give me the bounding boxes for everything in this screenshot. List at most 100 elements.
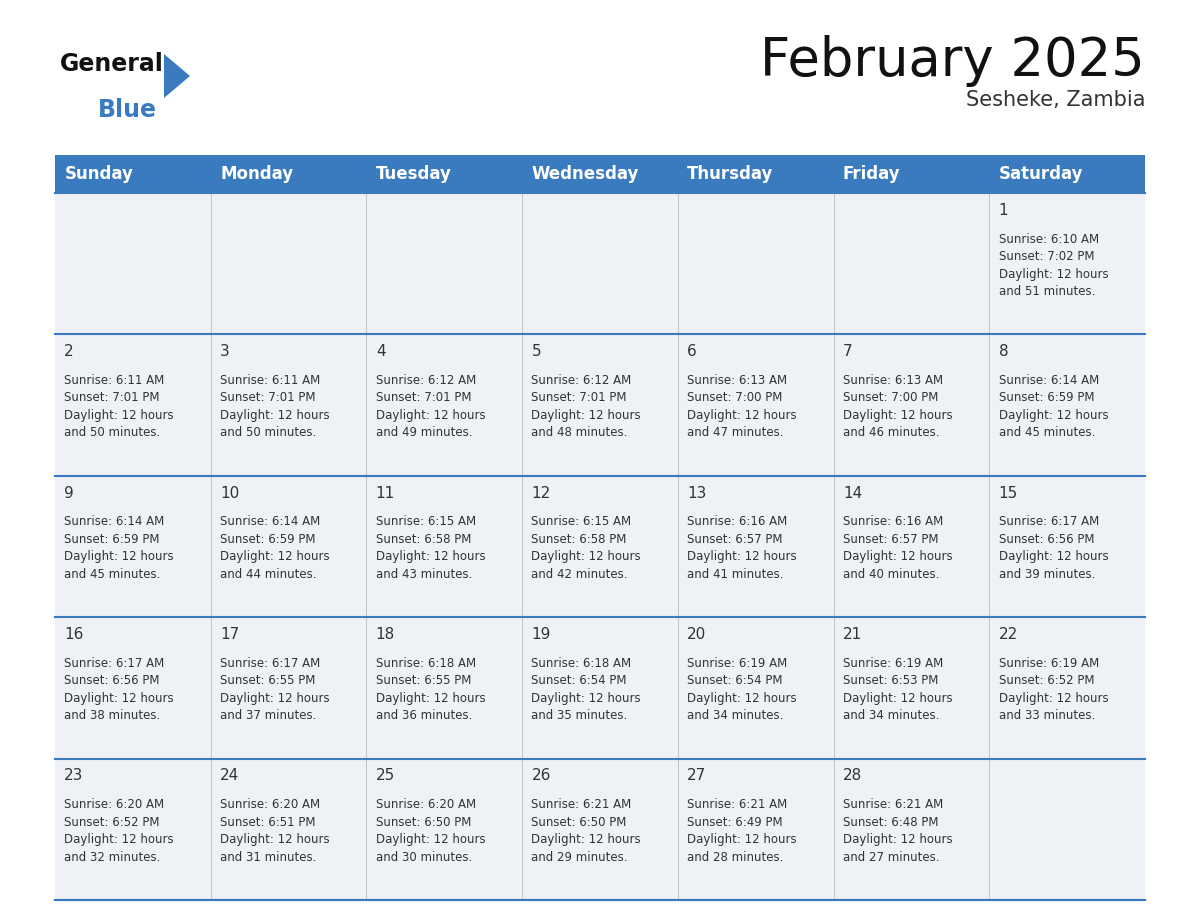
Bar [366,617,523,758]
Text: Sunrise: 6:17 AM
Sunset: 6:55 PM
Daylight: 12 hours
and 37 minutes.: Sunrise: 6:17 AM Sunset: 6:55 PM Dayligh… [220,656,330,722]
Text: Sunrise: 6:18 AM
Sunset: 6:55 PM
Daylight: 12 hours
and 36 minutes.: Sunrise: 6:18 AM Sunset: 6:55 PM Dayligh… [375,656,486,722]
Text: Sunrise: 6:21 AM
Sunset: 6:48 PM
Daylight: 12 hours
and 27 minutes.: Sunrise: 6:21 AM Sunset: 6:48 PM Dayligh… [843,798,953,864]
Text: February 2025: February 2025 [760,35,1145,87]
Text: 14: 14 [843,486,862,500]
Text: 21: 21 [843,627,862,642]
Text: Sunrise: 6:13 AM
Sunset: 7:00 PM
Daylight: 12 hours
and 47 minutes.: Sunrise: 6:13 AM Sunset: 7:00 PM Dayligh… [687,374,797,440]
Bar [990,617,1145,758]
Text: 27: 27 [687,768,707,783]
Text: Sunrise: 6:16 AM
Sunset: 6:57 PM
Daylight: 12 hours
and 41 minutes.: Sunrise: 6:16 AM Sunset: 6:57 PM Dayligh… [687,515,797,581]
Text: Monday: Monday [220,165,293,183]
Bar [834,476,990,617]
Text: 5: 5 [531,344,541,359]
Text: Sunrise: 6:19 AM
Sunset: 6:53 PM
Daylight: 12 hours
and 34 minutes.: Sunrise: 6:19 AM Sunset: 6:53 PM Dayligh… [843,656,953,722]
Bar [834,758,990,900]
Text: Sunrise: 6:14 AM
Sunset: 6:59 PM
Daylight: 12 hours
and 45 minutes.: Sunrise: 6:14 AM Sunset: 6:59 PM Dayligh… [64,515,173,581]
Bar [210,334,366,476]
Text: 7: 7 [843,344,853,359]
Bar [55,617,210,758]
Bar [990,334,1145,476]
Bar [55,155,1145,193]
Bar [990,758,1145,900]
Bar [210,758,366,900]
Text: Sunrise: 6:20 AM
Sunset: 6:51 PM
Daylight: 12 hours
and 31 minutes.: Sunrise: 6:20 AM Sunset: 6:51 PM Dayligh… [220,798,330,864]
Bar [990,476,1145,617]
Bar [678,758,834,900]
Text: 18: 18 [375,627,396,642]
Bar [523,476,678,617]
Text: Sunrise: 6:19 AM
Sunset: 6:52 PM
Daylight: 12 hours
and 33 minutes.: Sunrise: 6:19 AM Sunset: 6:52 PM Dayligh… [999,656,1108,722]
Bar [834,334,990,476]
Text: 20: 20 [687,627,707,642]
Text: Sunrise: 6:21 AM
Sunset: 6:50 PM
Daylight: 12 hours
and 29 minutes.: Sunrise: 6:21 AM Sunset: 6:50 PM Dayligh… [531,798,642,864]
Text: Blue: Blue [97,98,157,122]
Text: Sunrise: 6:17 AM
Sunset: 6:56 PM
Daylight: 12 hours
and 39 minutes.: Sunrise: 6:17 AM Sunset: 6:56 PM Dayligh… [999,515,1108,581]
Text: 6: 6 [687,344,697,359]
Text: Sunrise: 6:15 AM
Sunset: 6:58 PM
Daylight: 12 hours
and 43 minutes.: Sunrise: 6:15 AM Sunset: 6:58 PM Dayligh… [375,515,486,581]
Text: Sunrise: 6:14 AM
Sunset: 6:59 PM
Daylight: 12 hours
and 44 minutes.: Sunrise: 6:14 AM Sunset: 6:59 PM Dayligh… [220,515,330,581]
Bar [834,617,990,758]
Text: Wednesday: Wednesday [531,165,639,183]
Bar [366,334,523,476]
Text: Sunrise: 6:15 AM
Sunset: 6:58 PM
Daylight: 12 hours
and 42 minutes.: Sunrise: 6:15 AM Sunset: 6:58 PM Dayligh… [531,515,642,581]
Bar [366,193,523,334]
Bar [990,193,1145,334]
Text: 10: 10 [220,486,239,500]
Text: Sunrise: 6:11 AM
Sunset: 7:01 PM
Daylight: 12 hours
and 50 minutes.: Sunrise: 6:11 AM Sunset: 7:01 PM Dayligh… [220,374,330,440]
Text: 11: 11 [375,486,396,500]
Text: 24: 24 [220,768,239,783]
Bar [523,193,678,334]
Bar [366,758,523,900]
Text: 9: 9 [64,486,74,500]
Bar [55,758,210,900]
Text: Sesheke, Zambia: Sesheke, Zambia [966,90,1145,110]
Bar [523,617,678,758]
Text: 13: 13 [687,486,707,500]
Text: 15: 15 [999,486,1018,500]
Text: Saturday: Saturday [999,165,1083,183]
Text: 4: 4 [375,344,385,359]
Text: 28: 28 [843,768,862,783]
Text: 8: 8 [999,344,1009,359]
Text: 22: 22 [999,627,1018,642]
Text: Tuesday: Tuesday [375,165,451,183]
Text: 26: 26 [531,768,551,783]
Text: 1: 1 [999,203,1009,218]
Text: 17: 17 [220,627,239,642]
Polygon shape [164,54,190,98]
Bar [210,617,366,758]
Bar [55,476,210,617]
Text: Sunrise: 6:16 AM
Sunset: 6:57 PM
Daylight: 12 hours
and 40 minutes.: Sunrise: 6:16 AM Sunset: 6:57 PM Dayligh… [843,515,953,581]
Bar [523,758,678,900]
Text: Friday: Friday [843,165,901,183]
Text: Sunrise: 6:12 AM
Sunset: 7:01 PM
Daylight: 12 hours
and 48 minutes.: Sunrise: 6:12 AM Sunset: 7:01 PM Dayligh… [531,374,642,440]
Text: Sunday: Sunday [64,165,133,183]
Bar [834,193,990,334]
Bar [55,193,210,334]
Text: Thursday: Thursday [687,165,773,183]
Text: Sunrise: 6:10 AM
Sunset: 7:02 PM
Daylight: 12 hours
and 51 minutes.: Sunrise: 6:10 AM Sunset: 7:02 PM Dayligh… [999,232,1108,298]
Text: Sunrise: 6:17 AM
Sunset: 6:56 PM
Daylight: 12 hours
and 38 minutes.: Sunrise: 6:17 AM Sunset: 6:56 PM Dayligh… [64,656,173,722]
Text: Sunrise: 6:11 AM
Sunset: 7:01 PM
Daylight: 12 hours
and 50 minutes.: Sunrise: 6:11 AM Sunset: 7:01 PM Dayligh… [64,374,173,440]
Text: Sunrise: 6:20 AM
Sunset: 6:50 PM
Daylight: 12 hours
and 30 minutes.: Sunrise: 6:20 AM Sunset: 6:50 PM Dayligh… [375,798,486,864]
Text: Sunrise: 6:19 AM
Sunset: 6:54 PM
Daylight: 12 hours
and 34 minutes.: Sunrise: 6:19 AM Sunset: 6:54 PM Dayligh… [687,656,797,722]
Bar [678,334,834,476]
Text: Sunrise: 6:21 AM
Sunset: 6:49 PM
Daylight: 12 hours
and 28 minutes.: Sunrise: 6:21 AM Sunset: 6:49 PM Dayligh… [687,798,797,864]
Text: 16: 16 [64,627,83,642]
Bar [523,334,678,476]
Bar [55,334,210,476]
Text: Sunrise: 6:18 AM
Sunset: 6:54 PM
Daylight: 12 hours
and 35 minutes.: Sunrise: 6:18 AM Sunset: 6:54 PM Dayligh… [531,656,642,722]
Text: 12: 12 [531,486,551,500]
Text: 3: 3 [220,344,229,359]
Bar [678,617,834,758]
Text: 19: 19 [531,627,551,642]
Text: Sunrise: 6:13 AM
Sunset: 7:00 PM
Daylight: 12 hours
and 46 minutes.: Sunrise: 6:13 AM Sunset: 7:00 PM Dayligh… [843,374,953,440]
Text: 25: 25 [375,768,396,783]
Bar [678,476,834,617]
Bar [678,193,834,334]
Text: 2: 2 [64,344,74,359]
Text: Sunrise: 6:12 AM
Sunset: 7:01 PM
Daylight: 12 hours
and 49 minutes.: Sunrise: 6:12 AM Sunset: 7:01 PM Dayligh… [375,374,486,440]
Text: Sunrise: 6:14 AM
Sunset: 6:59 PM
Daylight: 12 hours
and 45 minutes.: Sunrise: 6:14 AM Sunset: 6:59 PM Dayligh… [999,374,1108,440]
Bar [366,476,523,617]
Text: Sunrise: 6:20 AM
Sunset: 6:52 PM
Daylight: 12 hours
and 32 minutes.: Sunrise: 6:20 AM Sunset: 6:52 PM Dayligh… [64,798,173,864]
